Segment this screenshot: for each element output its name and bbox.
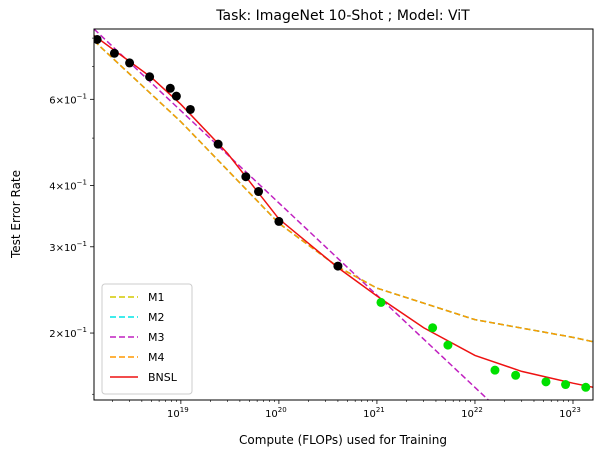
train-point: [241, 172, 251, 182]
train-point: [213, 139, 223, 149]
x-tick-label: 1021: [363, 406, 385, 420]
test-point: [561, 380, 571, 390]
series-line-m3: [94, 29, 489, 400]
train-point: [333, 261, 343, 271]
test-point: [376, 297, 386, 307]
legend-label-m3: M3: [148, 331, 165, 344]
train-point: [165, 83, 175, 93]
x-tick-label: 1023: [559, 406, 581, 420]
plot-frame: [93, 28, 594, 401]
train-point: [185, 104, 195, 114]
train-point: [125, 58, 135, 68]
train-point: [109, 48, 119, 58]
chart-title: Task: ImageNet 10-Shot ; Model: ViT: [215, 8, 470, 24]
train-point: [94, 34, 102, 44]
legend-label-m4: M4: [148, 351, 165, 364]
x-tick-label: 1020: [265, 406, 287, 420]
y-tick-label: 3×10−1: [49, 240, 87, 254]
legend-label-m1: M1: [148, 291, 165, 304]
y-axis-label: Test Error Rate: [9, 170, 23, 259]
test-point: [490, 365, 500, 375]
test-point: [581, 382, 591, 392]
legend-label-m2: M2: [148, 311, 165, 324]
train-point: [254, 187, 264, 197]
train-point: [171, 91, 181, 101]
legend-box: [101, 283, 193, 395]
legend: M1 M2 M3 M4 BNSL: [101, 283, 193, 395]
y-axis-ticks: 2×10−1 3×10−1 4×10−1 6×10−1: [49, 37, 94, 395]
test-point: [428, 323, 438, 333]
x-tick-label: 1019: [167, 406, 189, 420]
y-tick-label: 4×10−1: [49, 179, 87, 193]
x-tick-label: 1022: [461, 406, 483, 420]
train-point: [145, 72, 155, 82]
test-point: [541, 377, 551, 387]
data-points: [94, 34, 591, 392]
x-axis-label: Compute (FLOPs) used for Training: [239, 433, 447, 447]
train-point: [274, 216, 284, 226]
test-point: [511, 370, 521, 380]
series-line-m4: [94, 40, 593, 343]
y-tick-label: 6×10−1: [49, 92, 87, 106]
test-point: [443, 340, 453, 350]
x-axis-ticks: 1019 1020 1021 1022 1023: [112, 400, 581, 420]
legend-label-bnsl: BNSL: [148, 371, 178, 384]
y-tick-label: 2×10−1: [49, 326, 87, 340]
